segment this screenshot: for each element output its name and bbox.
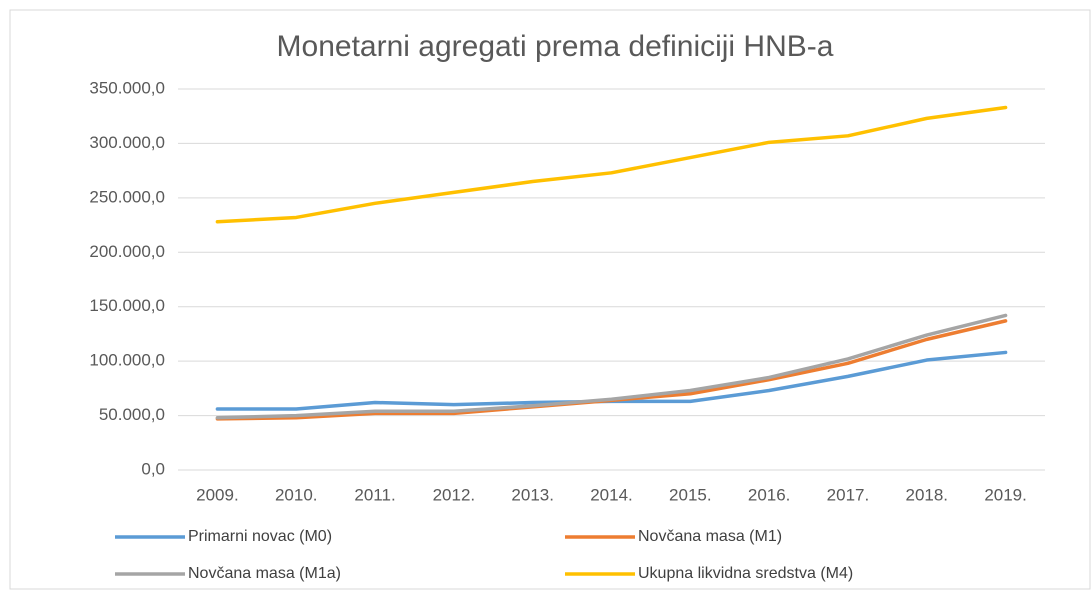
legend-label: Novčana masa (M1) <box>638 528 782 545</box>
y-tick-label: 300.000,0 <box>89 133 165 152</box>
x-tick-label: 2015. <box>669 485 712 504</box>
x-tick-label: 2013. <box>511 485 554 504</box>
x-tick-label: 2019. <box>984 485 1027 504</box>
x-tick-label: 2010. <box>275 485 318 504</box>
legend-label: Novčana masa (M1a) <box>188 565 341 582</box>
y-tick-label: 0,0 <box>141 459 165 478</box>
y-tick-label: 250.000,0 <box>89 187 165 206</box>
series-line <box>215 105 1008 224</box>
series-line <box>215 313 1008 420</box>
x-tick-label: 2014. <box>590 485 633 504</box>
y-tick-label: 350.000,0 <box>89 78 165 97</box>
x-tick-label: 2009. <box>196 485 239 504</box>
x-tick-label: 2018. <box>905 485 948 504</box>
chart-title: Monetarni agregati prema definiciji HNB-… <box>277 30 834 63</box>
x-tick-label: 2016. <box>748 485 791 504</box>
legend-label: Ukupna likvidna sredstva (M4) <box>638 565 853 582</box>
legend-label: Primarni novac (M0) <box>188 528 332 545</box>
y-tick-label: 100.000,0 <box>89 351 165 370</box>
y-tick-label: 50.000,0 <box>99 405 165 424</box>
y-tick-label: 200.000,0 <box>89 242 165 261</box>
y-tick-label: 150.000,0 <box>89 296 165 315</box>
chart-frame <box>9 9 1091 590</box>
x-tick-label: 2017. <box>827 485 870 504</box>
x-tick-label: 2012. <box>433 485 476 504</box>
x-tick-label: 2011. <box>354 485 395 504</box>
